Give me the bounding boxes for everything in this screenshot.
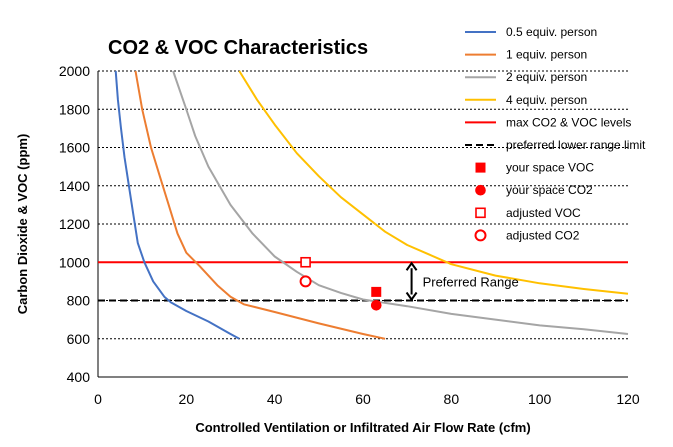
chart-title: CO2 & VOC Characteristics — [108, 37, 368, 59]
series-line-1 — [134, 70, 386, 340]
legend-swatch-6 — [475, 162, 486, 173]
legend-label-2: 2 equiv. person — [506, 70, 587, 84]
x-tick-label-80: 80 — [444, 391, 460, 407]
marker-point-1 — [370, 299, 382, 311]
legend-label-8: adjusted VOC — [506, 206, 581, 220]
x-tick-label-0: 0 — [94, 391, 102, 407]
preferred-range-arrow-bottom — [405, 291, 418, 302]
y-tick-label-800: 800 — [67, 293, 91, 309]
legend-label-6: your space VOC — [506, 161, 594, 175]
y-tick-label-1600: 1600 — [59, 140, 90, 156]
legend-swatch-7 — [475, 184, 486, 196]
axes — [97, 71, 628, 378]
legend-label-7: your space CO2 — [506, 183, 593, 197]
x-tick-label-60: 60 — [355, 391, 371, 407]
legend-label-5: preferred lower range limit — [506, 138, 646, 152]
reference-lines — [98, 261, 628, 302]
y-tick-label-1400: 1400 — [59, 178, 90, 194]
legend-label-9: adjusted CO2 — [506, 228, 580, 242]
preferred-range-label: Preferred Range — [423, 274, 519, 289]
series-line-2 — [172, 70, 629, 335]
marker-point-3 — [299, 275, 312, 288]
legend-label-3: 4 equiv. person — [506, 93, 587, 107]
y-tick-label-1000: 1000 — [59, 254, 90, 270]
y-tick-label-1200: 1200 — [59, 216, 90, 232]
preferred-range-arrow-top — [405, 261, 418, 271]
y-tick-label-400: 400 — [67, 369, 91, 385]
series-lines — [114, 70, 629, 340]
x-tick-label-100: 100 — [528, 391, 552, 407]
y-tick-label-1800: 1800 — [59, 101, 90, 117]
x-axis-label: Controlled Ventilation or Infiltrated Ai… — [195, 420, 530, 435]
y-tick-label-2000: 2000 — [59, 63, 90, 79]
tick-labels: 400 600 800 1000 1200 1400 1600 1800 2000 0 20 40 60… — [59, 63, 640, 407]
series-line-3 — [238, 70, 629, 295]
series-line-0 — [114, 70, 240, 340]
annotation: Preferred Range — [405, 261, 519, 302]
markers — [299, 256, 382, 311]
y-axis-label: Carbon Dioxide & VOC (ppm) — [15, 134, 30, 315]
x-tick-label-40: 40 — [267, 391, 283, 407]
legend-swatch-9 — [474, 229, 487, 242]
legend-label-4: max CO2 & VOC levels — [506, 115, 631, 129]
legend: 0.5 equiv. person 1 equiv. person 2 equiv.… — [465, 25, 646, 242]
x-tick-label-120: 120 — [616, 391, 640, 407]
y-tick-label-600: 600 — [67, 331, 91, 347]
legend-label-1: 1 equiv. person — [506, 48, 587, 62]
legend-label-0: 0.5 equiv. person — [506, 25, 597, 39]
legend-swatch-8 — [475, 207, 486, 219]
marker-point-2 — [300, 256, 311, 268]
x-tick-label-20: 20 — [179, 391, 195, 407]
marker-point-0 — [371, 286, 382, 297]
